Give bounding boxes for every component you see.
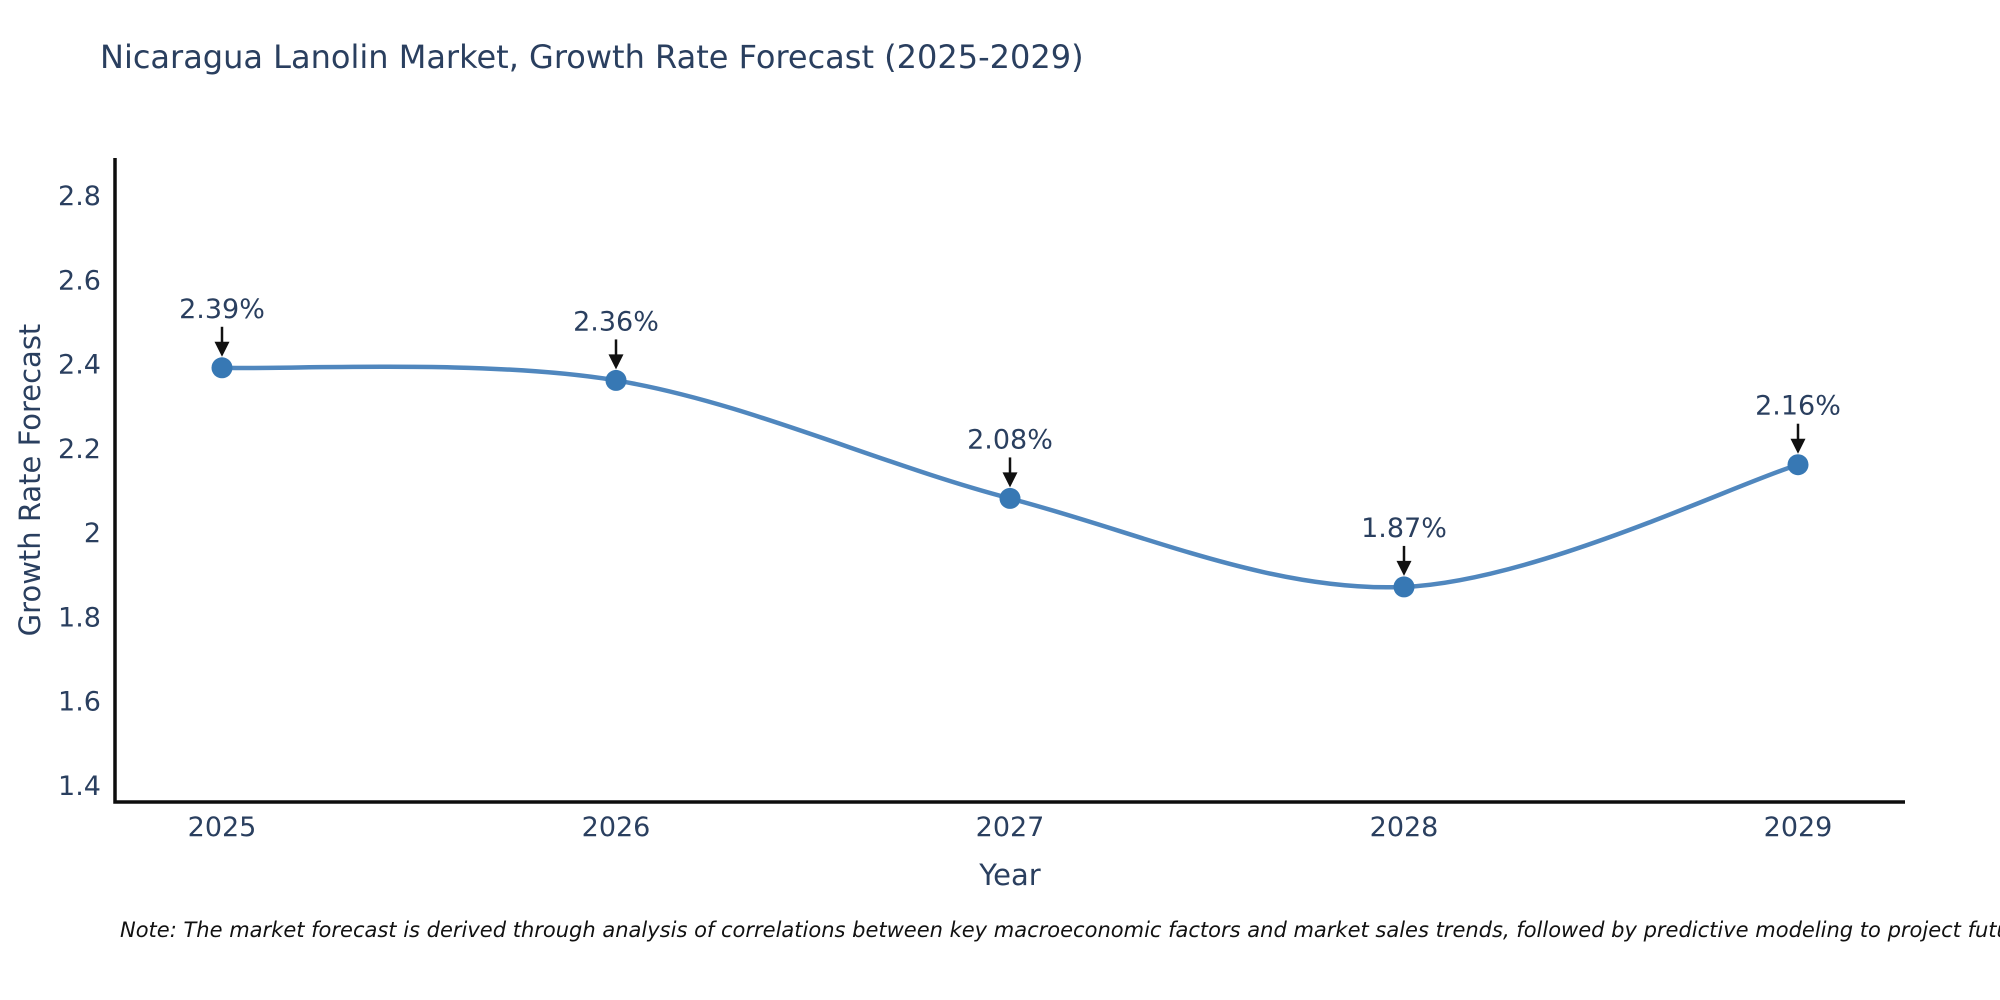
y-tick-label: 2.6 [58,265,101,296]
y-tick-label: 2.4 [58,350,101,381]
y-tick-label: 2.8 [58,181,101,212]
data-point-marker [1787,454,1809,476]
data-point-marker [605,369,627,391]
annotation-arrow-head [214,341,230,357]
data-point-label: 2.08% [967,424,1053,455]
data-point-label: 2.16% [1755,391,1841,422]
annotation-arrow-head [1002,472,1018,488]
y-tick-label: 1.6 [58,687,101,718]
y-axis-title: Growth Rate Forecast [13,323,47,637]
data-point-marker [1393,576,1415,598]
data-point-label: 2.39% [179,294,265,325]
axis-lines [113,158,1905,804]
data-point-label: 2.36% [573,306,659,337]
annotation-arrow-head [608,354,624,370]
y-tick-label: 1.4 [58,771,101,802]
x-tick-label: 2025 [188,812,257,843]
chart-title: Nicaragua Lanolin Market, Growth Rate Fo… [100,38,1084,76]
x-tick-label: 2026 [582,812,651,843]
x-tick-label: 2027 [976,812,1045,843]
x-tick-label: 2029 [1764,812,1833,843]
x-axis-title: Year [979,858,1041,892]
annotation-arrow-head [1396,560,1412,576]
y-tick-label: 2.2 [58,434,101,465]
y-tick-label: 1.8 [58,602,101,633]
y-tick-label: 2 [84,518,101,549]
x-tick-label: 2028 [1370,812,1439,843]
footnote: Note: The market forecast is derived thr… [120,918,2000,942]
annotation-arrow-head [1790,438,1806,454]
data-point-label: 1.87% [1361,513,1447,544]
data-point-marker [999,487,1021,509]
data-point-marker [211,357,233,379]
